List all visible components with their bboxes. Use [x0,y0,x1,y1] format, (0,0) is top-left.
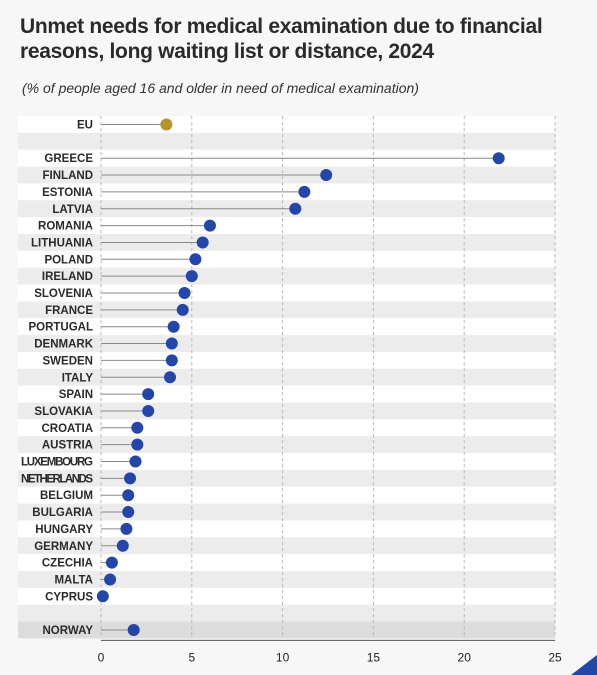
data-point [124,472,137,485]
row-stripe [18,537,555,555]
category-label: FINLAND [43,170,93,182]
row-stripe [18,402,555,420]
category-label: PORTUGAL [28,322,93,334]
chart-subtitle: (% of people aged 16 and older in need o… [22,80,419,96]
data-point [105,556,118,569]
data-point [129,455,142,468]
data-point [298,185,311,198]
data-point [116,539,129,552]
x-tick-label: 0 [98,650,105,664]
data-point [289,202,302,215]
data-point [165,354,178,367]
data-point [176,303,189,316]
x-tick-label: 5 [188,650,195,664]
row-stripe [18,234,555,251]
row-stripe [18,436,555,454]
row-stripe [18,604,555,622]
data-point [196,236,209,249]
data-point [142,404,155,417]
row-stripe [18,335,555,352]
row-stripe [18,385,555,403]
x-tick-label: 20 [458,650,472,664]
data-point [165,337,178,350]
category-label: CZECHIA [42,558,93,570]
category-label: ROMANIA [38,221,93,233]
category-label: DENMARK [34,339,93,351]
row-stripe [18,284,555,302]
category-label: POLAND [44,254,93,266]
category-label: MALTA [54,574,93,586]
category-label: GREECE [44,153,93,165]
data-point [104,573,117,586]
data-rows: EU GREECE FINLAND ESTONIA LATVIA ROMANIA LITHU… [21,118,505,637]
x-tick-label: 10 [276,650,290,664]
row-stripe [18,486,555,504]
data-point [131,438,144,451]
row-stripe [18,217,555,235]
data-point [320,169,333,182]
data-point [492,152,505,165]
category-label: BELGIUM [40,490,93,502]
chart-title: Unmet needs for medical examination due … [20,15,543,63]
row-stripe [18,301,555,319]
data-point [120,522,133,535]
brand-corner-mark [571,655,597,675]
data-point [96,590,109,603]
category-label: BULGARIA [32,507,93,519]
row-stripe [18,520,555,538]
x-tick-label: 15 [367,650,381,664]
category-label: NETHERLANDS [21,473,93,485]
category-label: HUNGARY [35,524,93,536]
category-label: FRANCE [45,305,93,317]
data-point [127,624,140,636]
category-label: EU [77,120,93,132]
data-point [203,219,216,232]
row-stripe [18,116,555,133]
row-stripe-highlight [18,621,555,639]
row-stripe [18,571,555,588]
data-point [189,253,202,266]
row-stripe [18,318,555,336]
data-point [131,421,144,434]
category-label: IRELAND [42,271,93,283]
data-point [122,506,135,519]
category-label: LITHUANIA [31,237,93,249]
data-point [122,489,135,502]
category-label: ITALY [62,372,94,384]
category-label: LUXEMBOURG [21,457,93,469]
category-label: AUSTRIA [42,440,93,452]
row-stripe [18,351,555,369]
row-stripe [18,587,555,605]
row-stripe [18,554,555,572]
category-label: SPAIN [59,389,93,401]
row-stripe [18,503,555,521]
row-stripe [18,267,555,285]
data-point [167,320,180,333]
category-label: NORWAY [43,625,94,637]
category-label: ESTONIA [42,187,93,199]
row-stripe [18,132,555,150]
row-stripe [18,469,555,487]
x-tick-labels: 0 5 10 15 20 25 [98,650,562,664]
data-point [164,371,177,384]
category-label: SLOVAKIA [34,406,93,418]
row-stripe [18,250,555,268]
x-tick-label: 25 [548,650,562,664]
row-stripe [18,368,555,386]
category-label: SLOVENIA [34,288,93,300]
data-point [142,388,155,401]
row-stripe [18,453,555,470]
category-label: GERMANY [34,541,93,553]
row-stripes [18,116,555,639]
category-label: CYPRUS [45,591,93,603]
category-label: SWEDEN [43,355,93,367]
data-point [160,118,173,131]
data-point [185,270,198,283]
data-point [178,287,191,299]
row-stripe [18,419,555,437]
category-label: CROATIA [41,423,93,435]
category-label: LATVIA [52,204,93,216]
